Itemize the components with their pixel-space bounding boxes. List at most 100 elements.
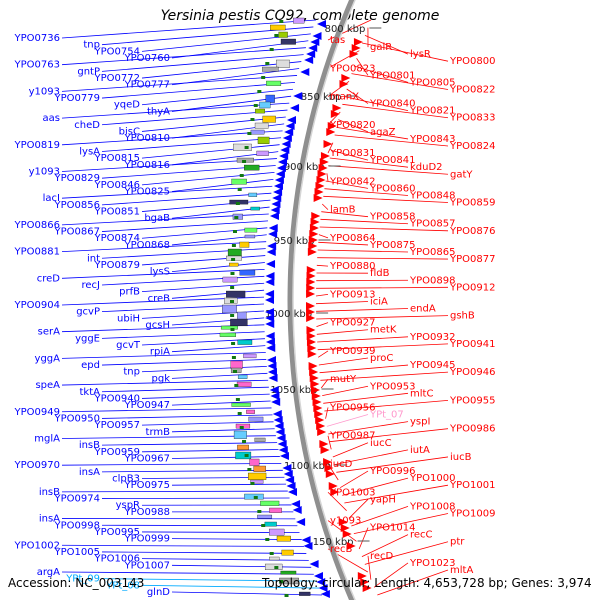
gene-label[interactable]: kduD2 xyxy=(410,162,443,173)
gene-label[interactable]: pgk xyxy=(152,373,171,384)
gene-label[interactable]: YPO0986 xyxy=(449,424,495,435)
gene-label[interactable]: YPO0949 xyxy=(14,407,60,418)
gene-label[interactable]: YPO0824 xyxy=(449,141,495,152)
gene-label[interactable]: YPO1009 xyxy=(449,508,495,519)
gene-label[interactable]: YPO0801 xyxy=(369,70,415,81)
gene-label[interactable]: YPO1001 xyxy=(449,480,495,491)
gene-label[interactable]: insB xyxy=(39,487,60,498)
gene-label[interactable]: YPO0959 xyxy=(94,447,140,458)
gene-label[interactable]: YPO0816 xyxy=(124,160,170,171)
gene-label[interactable]: gshB xyxy=(450,311,475,322)
gene-label[interactable]: YPO1023 xyxy=(409,558,455,569)
gene-label[interactable]: YPO0840 xyxy=(369,99,415,110)
gene-label[interactable]: YPO0939 xyxy=(329,346,375,357)
gene-label[interactable]: YPO0998 xyxy=(54,520,100,531)
gene-label[interactable]: YPO0857 xyxy=(409,219,455,230)
gene-label[interactable]: YPO0823 xyxy=(329,63,375,74)
gene-label[interactable]: YPO0867 xyxy=(54,227,100,238)
gene-label[interactable]: YPO0875 xyxy=(369,240,415,251)
gene-label[interactable]: proC xyxy=(370,353,393,364)
gene-label[interactable]: lysA xyxy=(79,146,100,157)
gene-label[interactable]: YPO0821 xyxy=(409,106,455,117)
gene-label[interactable]: YPO0941 xyxy=(449,339,495,350)
gene-label[interactable]: lysS xyxy=(150,267,170,278)
gene-label[interactable]: glnD xyxy=(147,587,170,598)
gene-label[interactable]: YPO0842 xyxy=(329,176,375,187)
gene-label[interactable]: tktA xyxy=(80,387,101,398)
gene-label[interactable]: galR xyxy=(370,42,392,53)
gene-label[interactable]: mglA xyxy=(34,433,60,444)
gene-label[interactable]: tnp xyxy=(83,40,100,51)
gene-label[interactable]: YPO0829 xyxy=(54,173,100,184)
gene-label[interactable]: YPO0864 xyxy=(329,233,375,244)
gene-label[interactable]: rpiA xyxy=(150,347,170,358)
gene-label[interactable]: YPO0848 xyxy=(409,190,455,201)
gene-label[interactable]: speA xyxy=(35,380,60,391)
gene-label[interactable]: int xyxy=(87,253,100,264)
gene-label[interactable]: aas xyxy=(43,113,60,124)
gene-label[interactable]: ptr xyxy=(450,537,465,548)
gene-label[interactable]: YPO0846 xyxy=(94,180,140,191)
gene-label[interactable]: YPO0760 xyxy=(124,53,170,64)
gene-label[interactable]: gcvT xyxy=(116,340,141,351)
gene-label[interactable]: mltC xyxy=(410,388,433,399)
gene-label[interactable]: YPO1003 xyxy=(329,487,375,498)
gene-label[interactable]: y1093 xyxy=(29,166,60,177)
gene-label[interactable]: YPO0898 xyxy=(409,275,455,286)
gene-label[interactable]: yggA xyxy=(35,353,61,364)
gene-label[interactable]: YPO0822 xyxy=(449,84,495,95)
gene-label[interactable]: gcsH xyxy=(145,320,170,331)
gene-label[interactable]: YPO1014 xyxy=(369,523,415,534)
gene-label[interactable]: recB xyxy=(330,544,353,555)
gene-label[interactable]: tas xyxy=(330,35,345,46)
gene-label[interactable]: iucC xyxy=(370,438,392,449)
gene-label[interactable]: YPO0956 xyxy=(329,402,375,413)
gene-label[interactable]: thyA xyxy=(147,106,170,117)
gene-label[interactable]: YPO0858 xyxy=(369,212,415,223)
gene-label[interactable]: YPO1002 xyxy=(14,540,60,551)
gene-label[interactable]: recD xyxy=(370,551,394,562)
gene-label[interactable]: YPO0820 xyxy=(329,120,375,131)
gene-label[interactable]: YPO0851 xyxy=(94,207,140,218)
gene-label[interactable]: bgaB xyxy=(144,213,170,224)
gene-label[interactable]: YPO0772 xyxy=(94,73,140,84)
gene-label[interactable]: y1093 xyxy=(29,86,60,97)
gene-label[interactable]: YPO0974 xyxy=(54,494,100,505)
gene-label[interactable]: YPO0874 xyxy=(94,233,140,244)
gene-label[interactable]: YPt_07 xyxy=(369,410,404,421)
gene-label[interactable]: YPO0777 xyxy=(124,80,170,91)
gene-label[interactable]: serA xyxy=(38,327,60,338)
gene-label[interactable]: creD xyxy=(37,273,61,284)
gene-label[interactable]: argA xyxy=(37,567,60,578)
gene-label[interactable]: YPO0841 xyxy=(369,155,415,166)
gene-label[interactable]: cheD xyxy=(74,120,100,131)
gene-label[interactable]: YPt_09 xyxy=(65,574,100,585)
gene-label[interactable]: YPO0825 xyxy=(124,187,170,198)
gene-label[interactable]: YPO0865 xyxy=(409,247,455,258)
gene-label[interactable]: YPO0876 xyxy=(449,226,495,237)
gene-label[interactable]: insA xyxy=(79,467,100,478)
gene-label[interactable]: YPO0881 xyxy=(14,247,60,258)
gene-label[interactable]: YPO0947 xyxy=(124,400,170,411)
gene-label[interactable]: iucD xyxy=(330,459,353,470)
gene-label[interactable]: manX xyxy=(330,92,359,103)
gene-label[interactable]: YPO0988 xyxy=(124,507,170,518)
gene-label[interactable]: prfB xyxy=(119,287,140,298)
gene-label[interactable]: mutY xyxy=(330,374,357,385)
gene-label[interactable]: lysR xyxy=(410,49,431,60)
gene-label[interactable]: yqeD xyxy=(114,100,140,111)
gene-label[interactable]: YPO0754 xyxy=(94,46,140,57)
gene-label[interactable]: iutA xyxy=(410,445,430,456)
gene-label[interactable]: YPO0970 xyxy=(14,460,60,471)
gene-label[interactable]: trmB xyxy=(146,427,171,438)
gene-label[interactable]: YPO0860 xyxy=(369,183,415,194)
gene-label[interactable]: lamB xyxy=(330,205,356,216)
gene-label[interactable]: YPO0946 xyxy=(449,367,495,378)
gene-label[interactable]: y1093 xyxy=(330,516,361,527)
gene-label[interactable]: ubiH xyxy=(117,313,140,324)
gene-label[interactable]: YPO0940 xyxy=(94,393,140,404)
gene-label[interactable]: YPO0831 xyxy=(329,148,375,159)
gene-label[interactable]: YPO0995 xyxy=(94,527,140,538)
gene-label[interactable]: fldB xyxy=(370,268,390,279)
gene-label[interactable]: YPO0779 xyxy=(54,93,100,104)
